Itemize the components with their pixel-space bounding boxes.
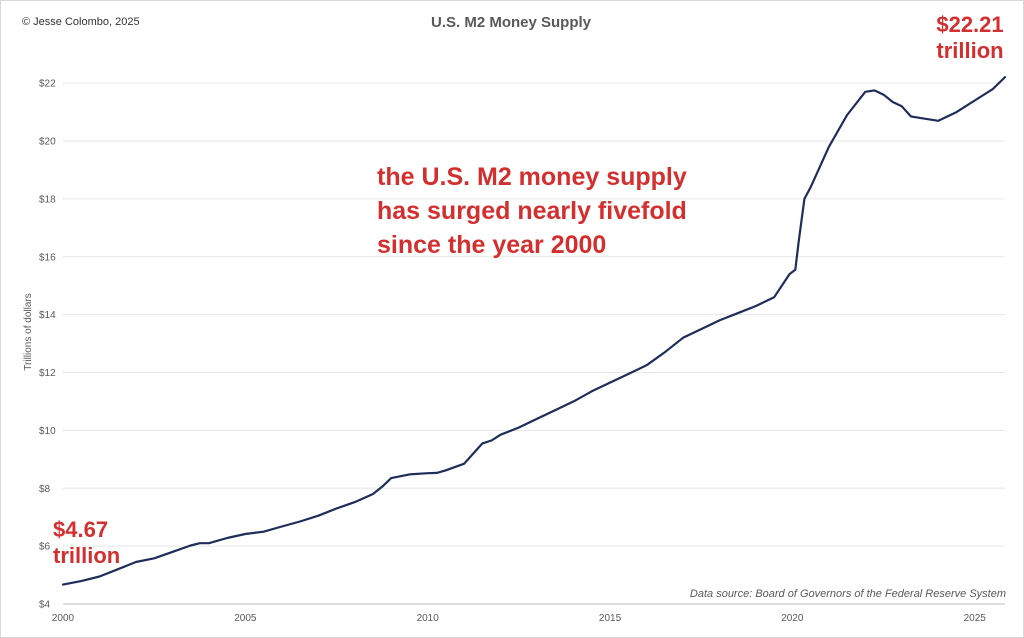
chart-title: U.S. M2 Money Supply — [430, 14, 592, 31]
y-tick-label: $18 — [39, 194, 56, 205]
x-tick-label: 2010 — [417, 613, 440, 624]
data-source-note: Data source: Board of Governors of the F… — [689, 588, 1006, 600]
x-tick-label: 2020 — [781, 613, 804, 624]
start-value: $4.67 — [53, 517, 109, 542]
annotation-line-2: has surged nearly fivefold — [377, 197, 687, 225]
y-tick-label: $6 — [39, 542, 51, 553]
y-tick-label: $10 — [39, 426, 56, 437]
y-axis-label: Trillions of dollars — [23, 293, 34, 370]
x-tick-label: 2000 — [52, 613, 75, 624]
end-value: $22.21 — [936, 12, 1004, 37]
annotation-line-3: since the year 2000 — [377, 231, 607, 259]
start-value-callout: $4.67 trillion — [53, 517, 120, 569]
x-tick-label: 2015 — [599, 613, 622, 624]
m2-series-line — [61, 75, 1007, 586]
y-tick-label: $12 — [39, 368, 56, 379]
x-tick-label: 2005 — [234, 613, 257, 624]
annotation-line-1: the U.S. M2 money supply — [377, 163, 687, 191]
end-value-callout: $22.21 trillion — [930, 12, 1010, 64]
y-tick-label: $14 — [39, 310, 56, 321]
y-tick-label: $20 — [39, 137, 56, 148]
end-unit: trillion — [936, 38, 1004, 63]
copyright-text: © Jesse Colombo, 2025 — [22, 16, 140, 28]
y-tick-label: $4 — [39, 600, 51, 611]
y-tick-label: $22 — [39, 79, 56, 90]
chart-annotation: the U.S. M2 money supply has surged near… — [377, 160, 687, 262]
y-tick-label: $8 — [39, 484, 51, 495]
y-tick-label: $16 — [39, 252, 56, 263]
start-unit: trillion — [53, 543, 121, 568]
x-tick-label: 2025 — [964, 613, 987, 624]
